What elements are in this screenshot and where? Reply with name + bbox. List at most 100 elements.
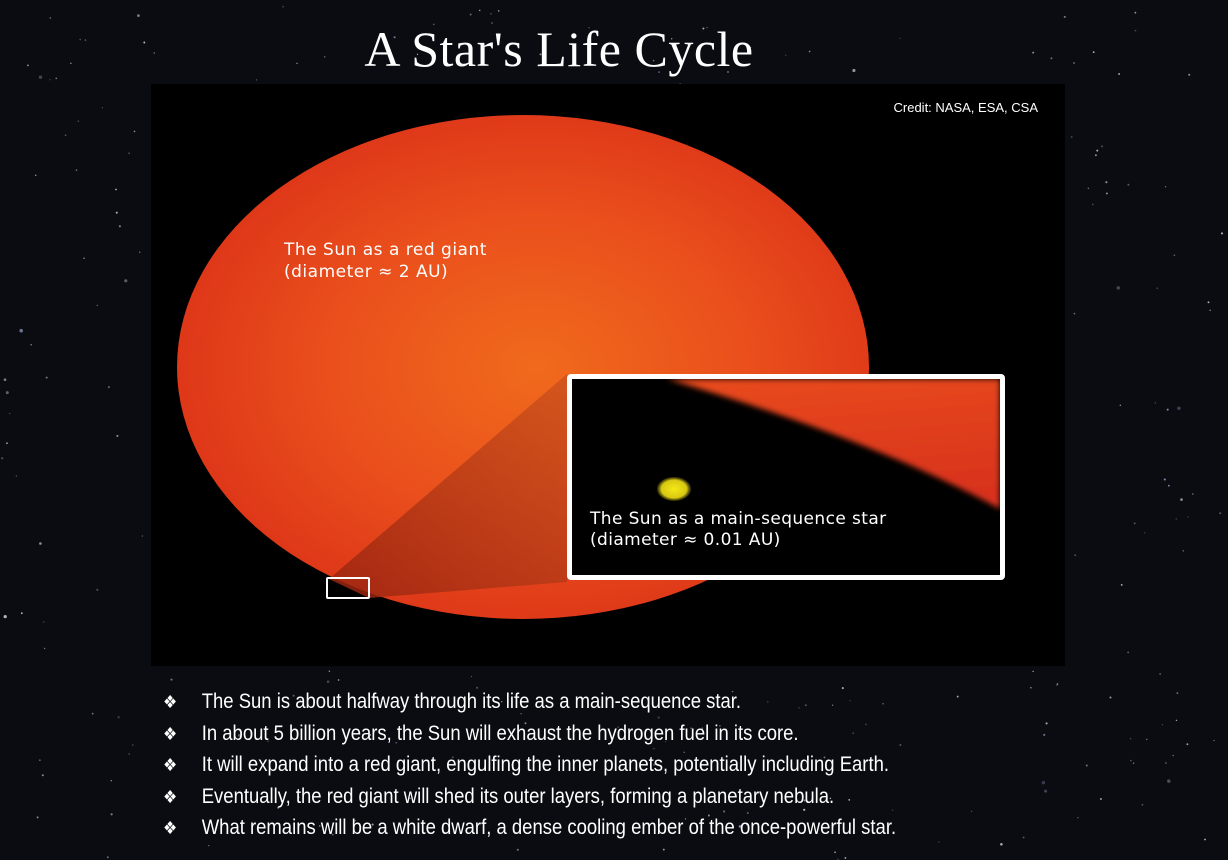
star-dot <box>1220 232 1224 235</box>
star-dot <box>3 614 7 619</box>
star-dot <box>1145 738 1148 741</box>
star-dot <box>727 71 729 73</box>
star-dot <box>1085 764 1088 767</box>
star-dot <box>1163 478 1166 481</box>
star-dot <box>1032 670 1034 673</box>
star-dot <box>1129 737 1132 740</box>
diamond-bullet-icon: ❖ <box>163 755 178 775</box>
star-dot <box>324 56 326 58</box>
star-dot <box>299 699 302 702</box>
star-dot <box>823 756 826 759</box>
star-dot <box>1172 754 1174 757</box>
star-dot <box>520 713 522 715</box>
star-dot <box>1 457 4 460</box>
red-giant-label-diameter: (diameter ≈ 2 AU) <box>284 262 449 282</box>
star-dot <box>5 391 9 395</box>
star-dot <box>352 830 355 833</box>
star-dot <box>1207 301 1210 304</box>
star-dot <box>1166 408 1169 411</box>
star-dot <box>1116 286 1121 290</box>
star-dot <box>30 344 32 346</box>
star-comparison-image: Credit: NASA, ESA, CSA The Sun as a red … <box>151 84 1065 666</box>
star-dot <box>96 304 98 306</box>
bullet-text: The Sun is about halfway through its lif… <box>201 690 742 713</box>
star-dot <box>49 79 51 81</box>
star-dot <box>539 53 542 56</box>
star-dot <box>1087 187 1090 190</box>
star-dot <box>690 727 692 729</box>
star-dot <box>937 841 940 843</box>
star-dot <box>702 27 705 30</box>
star-dot <box>1182 550 1185 552</box>
star-dot <box>1180 498 1183 501</box>
star-dot <box>282 5 284 8</box>
star-dot <box>1132 762 1135 764</box>
star-dot <box>1156 287 1159 290</box>
star-dot <box>91 712 94 715</box>
star-dot <box>683 751 685 753</box>
diamond-bullet-icon: ❖ <box>163 692 178 712</box>
star-dot <box>1043 733 1046 736</box>
star-dot <box>101 107 104 109</box>
star-dot <box>1074 554 1077 557</box>
star-dot <box>1127 183 1130 186</box>
star-dot <box>848 799 851 801</box>
star-dot <box>849 700 851 702</box>
star-dot <box>706 26 708 29</box>
star-dot <box>1000 842 1003 846</box>
star-dot <box>1092 203 1094 206</box>
star-dot <box>470 675 473 678</box>
star-dot <box>115 211 118 214</box>
star-dot <box>395 741 398 744</box>
star-dot <box>326 680 330 683</box>
main-sequence-sun <box>657 477 691 501</box>
star-dot <box>1063 15 1066 18</box>
star-dot <box>617 726 619 728</box>
star-dot <box>132 744 134 746</box>
star-dot <box>116 434 119 437</box>
star-dot <box>371 823 374 826</box>
star-dot <box>653 747 655 750</box>
star-dot <box>1186 743 1189 746</box>
star-dot <box>1168 484 1170 487</box>
star-dot <box>64 134 67 137</box>
star-dot <box>84 39 87 41</box>
star-dot <box>128 753 131 755</box>
star-dot <box>652 59 655 62</box>
star-dot <box>610 790 612 793</box>
star-dot <box>1134 11 1137 14</box>
star-dot <box>500 700 503 703</box>
star-dot <box>719 725 721 727</box>
star-dot <box>296 62 298 65</box>
star-dot <box>41 774 44 777</box>
star-dot <box>318 825 321 827</box>
star-dot <box>15 475 18 477</box>
star-dot <box>96 588 99 591</box>
star-dot <box>1165 762 1167 764</box>
star-dot <box>42 621 45 623</box>
star-dot <box>1041 781 1046 785</box>
bullet-text: It will expand into a red giant, engulfi… <box>201 753 890 776</box>
star-dot <box>588 27 590 29</box>
star-dot <box>9 412 11 415</box>
zoom-source-box <box>326 577 370 599</box>
star-dot <box>746 812 749 814</box>
star-dot <box>684 818 687 820</box>
star-dot <box>292 694 295 697</box>
star-dot <box>39 542 42 545</box>
star-dot <box>738 825 742 828</box>
star-dot <box>808 50 811 53</box>
star-dot <box>431 760 433 762</box>
star-dot <box>49 17 52 19</box>
star-dot <box>1056 683 1059 685</box>
star-dot <box>141 535 144 537</box>
star-dot <box>167 822 170 825</box>
star-dot <box>469 13 472 16</box>
star-dot <box>1134 29 1137 32</box>
star-dot <box>1141 803 1144 806</box>
red-giant-limb <box>667 379 1000 509</box>
star-dot <box>1188 73 1191 76</box>
star-dot <box>803 808 806 811</box>
star-dot <box>664 740 667 743</box>
star-dot <box>110 813 113 816</box>
